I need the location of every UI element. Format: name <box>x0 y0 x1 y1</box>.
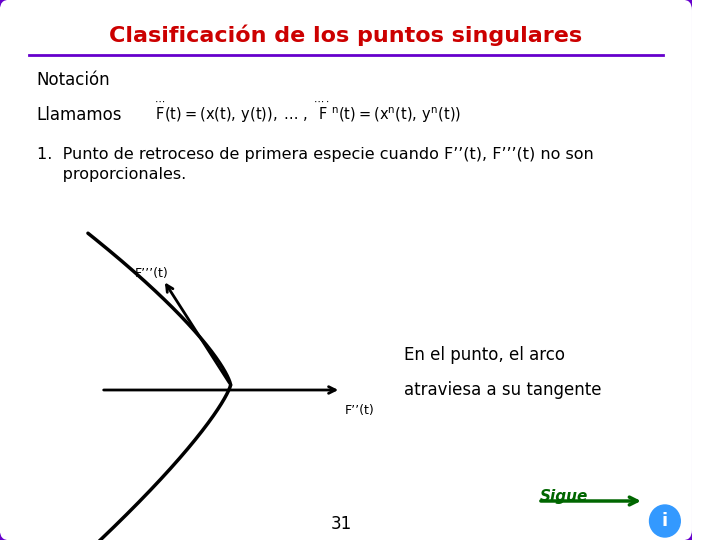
Text: F’’(t): F’’(t) <box>345 404 374 417</box>
Text: Clasificación de los puntos singulares: Clasificación de los puntos singulares <box>109 24 582 46</box>
Text: F’’’(t): F’’’(t) <box>135 267 168 280</box>
Text: $\overset{\cdots}{\rm F}(t) = \left(x(t),\,y(t)\right),\;\ldots\;,\;\overset{\cd: $\overset{\cdots}{\rm F}(t) = \left(x(t)… <box>154 99 461 125</box>
Text: 1.  Punto de retroceso de primera especie cuando F’’(t), F’’’(t) no son: 1. Punto de retroceso de primera especie… <box>37 147 593 163</box>
Text: Notación: Notación <box>37 71 110 89</box>
Text: Sigue: Sigue <box>540 489 588 503</box>
Text: atraviesa a su tangente: atraviesa a su tangente <box>403 381 601 399</box>
Circle shape <box>649 505 680 537</box>
FancyBboxPatch shape <box>0 0 694 540</box>
Text: En el punto, el arco: En el punto, el arco <box>403 346 564 364</box>
Text: proporcionales.: proporcionales. <box>37 167 186 183</box>
Text: Llamamos: Llamamos <box>37 106 122 124</box>
Text: 31: 31 <box>330 515 352 533</box>
Text: i: i <box>662 512 668 530</box>
